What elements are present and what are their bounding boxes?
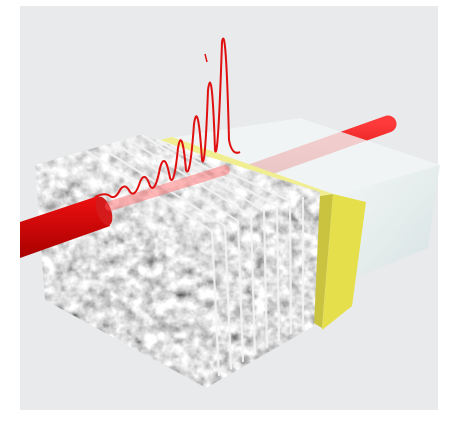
scene [0, 0, 460, 427]
